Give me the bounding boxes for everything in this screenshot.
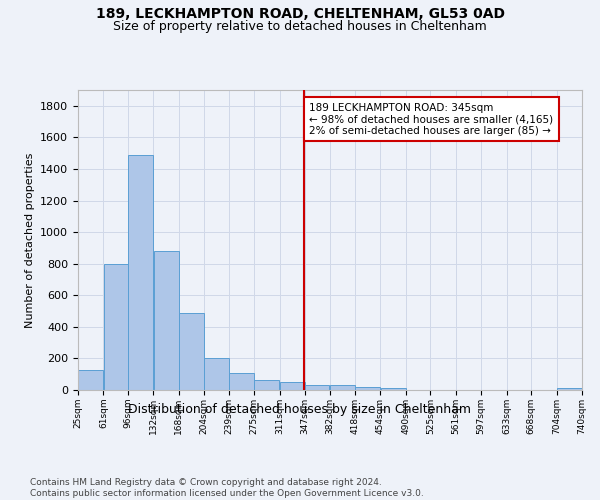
Y-axis label: Number of detached properties: Number of detached properties — [25, 152, 35, 328]
Text: 189, LECKHAMPTON ROAD, CHELTENHAM, GL53 0AD: 189, LECKHAMPTON ROAD, CHELTENHAM, GL53 … — [95, 8, 505, 22]
Text: Contains HM Land Registry data © Crown copyright and database right 2024.
Contai: Contains HM Land Registry data © Crown c… — [30, 478, 424, 498]
Bar — [229, 374, 254, 390]
Bar — [280, 382, 305, 390]
Bar — [254, 380, 280, 390]
Text: Size of property relative to detached houses in Cheltenham: Size of property relative to detached ho… — [113, 20, 487, 33]
Bar — [78, 370, 103, 390]
Text: 189 LECKHAMPTON ROAD: 345sqm
← 98% of detached houses are smaller (4,165)
2% of : 189 LECKHAMPTON ROAD: 345sqm ← 98% of de… — [309, 102, 553, 136]
Bar — [128, 154, 153, 390]
Bar — [205, 358, 229, 390]
Bar — [355, 387, 380, 390]
Text: Distribution of detached houses by size in Cheltenham: Distribution of detached houses by size … — [128, 402, 472, 415]
Bar — [104, 264, 128, 390]
Bar — [179, 312, 204, 390]
Bar — [305, 385, 329, 390]
Bar — [380, 388, 406, 390]
Bar — [330, 386, 355, 390]
Bar — [154, 251, 179, 390]
Bar — [557, 388, 582, 390]
